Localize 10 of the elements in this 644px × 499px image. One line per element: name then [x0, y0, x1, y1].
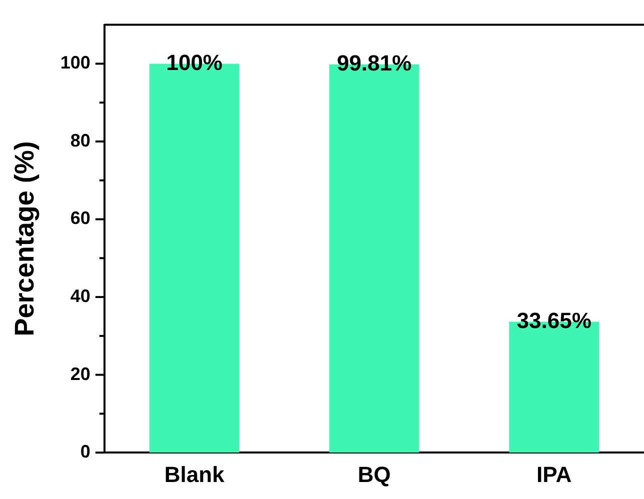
y-tick-label: 100 — [60, 52, 90, 73]
y-tick-label: 0 — [80, 442, 90, 462]
y-tick-label: 40 — [70, 286, 90, 306]
x-tick-label: IPA — [536, 462, 572, 487]
y-tick-label: 60 — [70, 208, 90, 228]
y-tick-label: 20 — [70, 364, 90, 384]
y-tick-label: 80 — [70, 130, 90, 150]
x-tick-label: Blank — [164, 462, 226, 487]
x-tick-label: BQ — [358, 462, 391, 487]
y-axis-title: Percentage (%) — [10, 141, 40, 336]
